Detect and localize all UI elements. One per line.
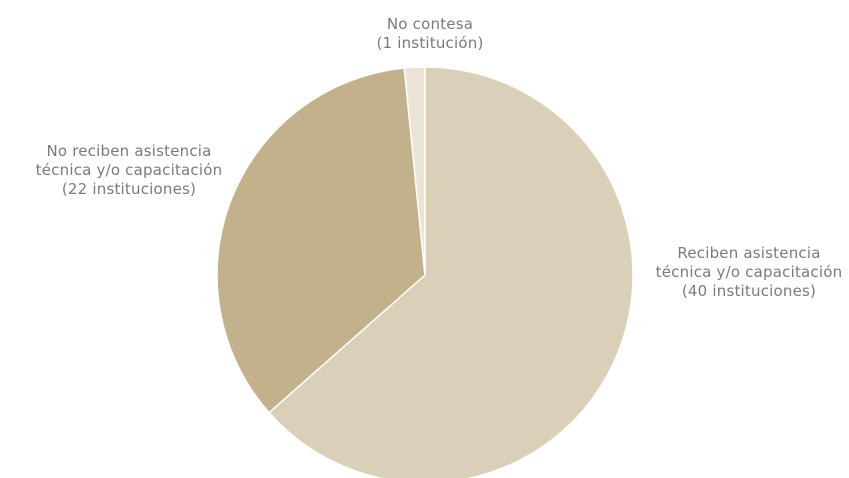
slice-label-no-contesa-line-1: No contesa xyxy=(386,15,474,33)
slice-label-no-contesa-line-2: (1 institución) xyxy=(376,34,484,52)
slice-label-no-reciben-line-2: técnica y/o capacitación xyxy=(35,161,223,179)
slice-label-reciben: Reciben asistencia técnica y/o capacitac… xyxy=(649,244,849,301)
pie-slice-reciben xyxy=(267,66,634,478)
slice-label-no-contesa: No contesa (1 institución) xyxy=(330,15,530,53)
pie-slice-no-contesa xyxy=(403,66,426,276)
slice-label-no-reciben-line-3: (22 instituciones) xyxy=(61,180,197,198)
slice-label-reciben-line-2: técnica y/o capacitación xyxy=(655,263,843,281)
slice-label-no-reciben-line-1: No reciben asistencia xyxy=(46,142,212,160)
pie-slice-no-reciben xyxy=(216,67,426,414)
slice-label-reciben-line-3: (40 instituciones) xyxy=(681,282,817,300)
slice-label-reciben-line-1: Reciben asistencia xyxy=(677,244,821,262)
slice-label-no-reciben: No reciben asistencia técnica y/o capaci… xyxy=(24,142,234,199)
